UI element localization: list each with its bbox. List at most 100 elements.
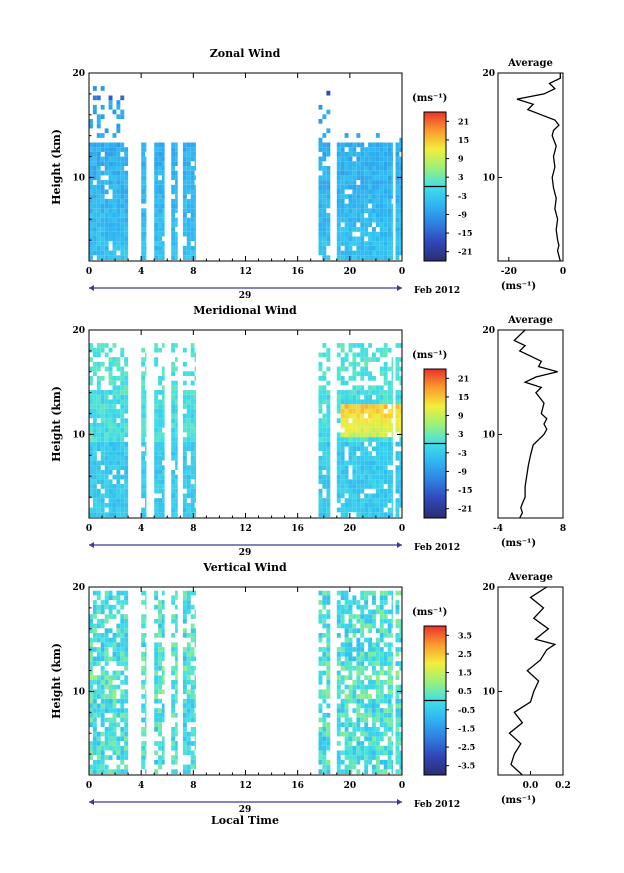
heatmap-cell (383, 465, 388, 470)
heatmap-cell (158, 708, 162, 713)
heatmap-cell (379, 465, 384, 470)
heatmap-cell (89, 750, 93, 756)
heatmap-cell (322, 441, 327, 447)
heatmap-cell (344, 156, 349, 162)
heatmap-cell (175, 408, 178, 414)
heatmap-cell (395, 142, 400, 148)
heatmap-cell (112, 694, 117, 699)
heatmap-cell (364, 217, 369, 223)
heatmap-cell (141, 665, 146, 671)
heatmap-cell (395, 474, 400, 480)
heatmap-cell (348, 628, 353, 633)
heatmap-cell (112, 656, 117, 662)
heatmap-cell (182, 498, 187, 503)
heatmap-cell (360, 427, 365, 433)
profile-y-tick-label: 10 (482, 687, 495, 697)
heatmap-cell (190, 227, 195, 232)
heatmap-cell (175, 394, 178, 400)
heatmap-cell (194, 413, 196, 419)
heatmap-cell (326, 352, 331, 358)
heatmap-cell (124, 680, 129, 685)
heatmap-cell (186, 241, 191, 246)
heatmap-cell (360, 628, 365, 633)
heatmap-cell (326, 390, 331, 395)
heatmap-cell (322, 180, 327, 185)
heatmap-cell (112, 437, 117, 442)
heatmap-cell (352, 390, 357, 395)
heatmap-cell (326, 446, 331, 452)
heatmap-cell (108, 684, 113, 690)
heatmap-cell (141, 347, 146, 353)
heatmap-cell (318, 600, 323, 605)
month-label: Feb 2012 (414, 286, 460, 296)
heatmap-cell (100, 680, 105, 685)
heatmap-cell (352, 198, 357, 204)
heatmap-cell (352, 493, 357, 499)
heatmap-cell (175, 755, 178, 760)
heatmap-cell (104, 703, 109, 709)
heatmap-cell (124, 764, 129, 770)
heatmap-cell (383, 404, 388, 409)
heatmap-cell (340, 236, 345, 242)
heatmap-cell (116, 446, 121, 452)
heatmap-cell (158, 170, 162, 176)
heatmap-cell (364, 665, 369, 671)
heatmap-cell (364, 455, 369, 461)
heatmap-cell (322, 423, 327, 428)
heatmap-cell (89, 680, 93, 685)
heatmap-cell (383, 479, 388, 485)
heatmap-cell (322, 446, 327, 452)
heatmap-cell (336, 222, 341, 228)
heatmap-cell (141, 371, 146, 376)
heatmap-cell (171, 250, 176, 256)
heatmap-cell (387, 479, 392, 485)
heatmap-cell (395, 413, 400, 419)
heatmap-cell (182, 590, 187, 596)
x-tick-label: 16 (291, 781, 304, 791)
heatmap-cell (326, 727, 331, 732)
heatmap-cell (171, 507, 176, 513)
heatmap-cell (96, 245, 101, 251)
heatmap-cell (96, 376, 101, 381)
heatmap-cell (171, 151, 176, 157)
heatmap-cell (112, 614, 117, 619)
heatmap-cell (104, 488, 109, 494)
heatmap-cell (124, 455, 129, 461)
heatmap-cell (92, 512, 97, 517)
heatmap-cell (116, 231, 121, 237)
heatmap-cell (336, 708, 341, 713)
heatmap-cell (336, 712, 341, 718)
heatmap-cell (340, 376, 345, 381)
heatmap-cell (175, 502, 178, 508)
x-tick-label: 0 (399, 267, 405, 277)
heatmap-cell (364, 427, 369, 433)
heatmap-cell (175, 147, 178, 152)
heatmap-cell (175, 418, 178, 423)
heatmap-cell (340, 357, 345, 362)
heatmap-cell (340, 361, 345, 367)
heatmap-cell (360, 755, 365, 760)
heatmap-cell (89, 675, 93, 680)
heatmap-cell (340, 502, 345, 508)
heatmap-cell (190, 147, 195, 152)
heatmap-cell (379, 731, 384, 737)
heatmap-cell (108, 727, 113, 732)
heatmap-cell (322, 717, 327, 723)
heatmap-cell (375, 741, 380, 746)
heatmap-cell (100, 142, 105, 148)
heatmap-cell (182, 484, 187, 489)
heatmap-cell (336, 376, 341, 381)
heatmap-cell (120, 184, 125, 190)
heatmap-cell (100, 750, 105, 756)
heatmap-cell (96, 170, 101, 176)
heatmap-cell (399, 703, 402, 709)
heatmap-cell (92, 633, 97, 638)
heatmap-cell (108, 590, 113, 596)
heatmap-cell (387, 689, 392, 695)
heatmap-cell (171, 618, 176, 624)
heatmap-cell (372, 245, 376, 251)
heatmap-cell (360, 208, 365, 213)
heatmap-cell (89, 156, 93, 162)
heatmap-cell (171, 222, 176, 228)
